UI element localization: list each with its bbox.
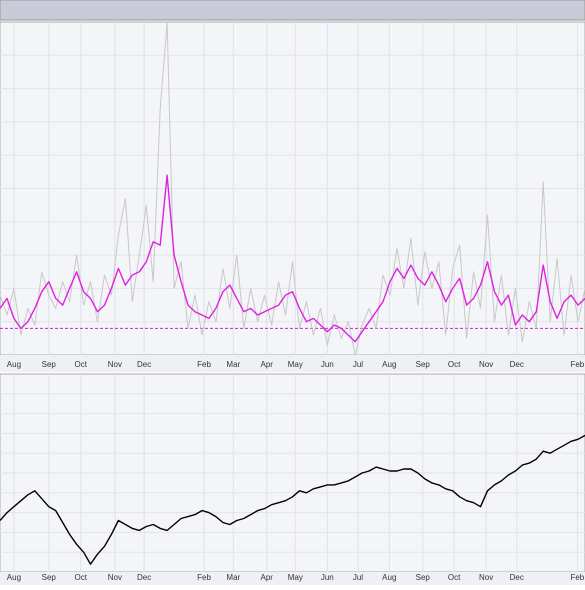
x-tick-label: May	[288, 360, 303, 369]
x-tick-label: Sep	[416, 360, 431, 369]
x-tick-label: Apr	[261, 360, 274, 369]
header-bar	[0, 0, 585, 21]
x-tick-label: Feb	[197, 360, 211, 369]
series-line	[0, 21, 585, 356]
x-tick-label: Nov	[108, 573, 122, 582]
x-tick-label: Apr	[261, 573, 274, 582]
axis-strip	[0, 355, 585, 372]
series-line	[0, 174, 585, 343]
x-tick-label: Mar	[226, 360, 240, 369]
x-tick-label: Nov	[479, 573, 493, 582]
x-tick-label: Dec	[137, 360, 151, 369]
x-tick-label: Jun	[321, 573, 334, 582]
x-tick-label: May	[288, 573, 303, 582]
x-tick-label: Oct	[448, 573, 461, 582]
x-tick-label: Nov	[108, 360, 122, 369]
x-tick-label: Mar	[226, 573, 240, 582]
x-tick-label: Oct	[448, 360, 461, 369]
x-tick-label: Feb	[197, 573, 211, 582]
x-tick-label: Sep	[42, 573, 57, 582]
x-tick-label: Aug	[7, 573, 21, 582]
x-tick-label: Feb	[570, 573, 584, 582]
x-tick-label: Jun	[321, 360, 334, 369]
x-tick-label: Jul	[353, 360, 363, 369]
x-tick-label: Aug	[7, 360, 21, 369]
x-tick-label: Sep	[42, 360, 57, 369]
x-tick-label: Aug	[382, 360, 396, 369]
x-tick-label: Feb	[570, 360, 584, 369]
x-tick-label: Oct	[75, 360, 88, 369]
x-tick-label: Aug	[382, 573, 396, 582]
series-line	[0, 434, 585, 565]
x-tick-label: Oct	[75, 573, 88, 582]
x-tick-label: Dec	[510, 360, 524, 369]
x-tick-label: Dec	[137, 573, 151, 582]
x-tick-label: Jul	[353, 573, 363, 582]
x-tick-label: Sep	[416, 573, 431, 582]
x-tick-label: Nov	[479, 360, 493, 369]
x-tick-label: Dec	[510, 573, 524, 582]
